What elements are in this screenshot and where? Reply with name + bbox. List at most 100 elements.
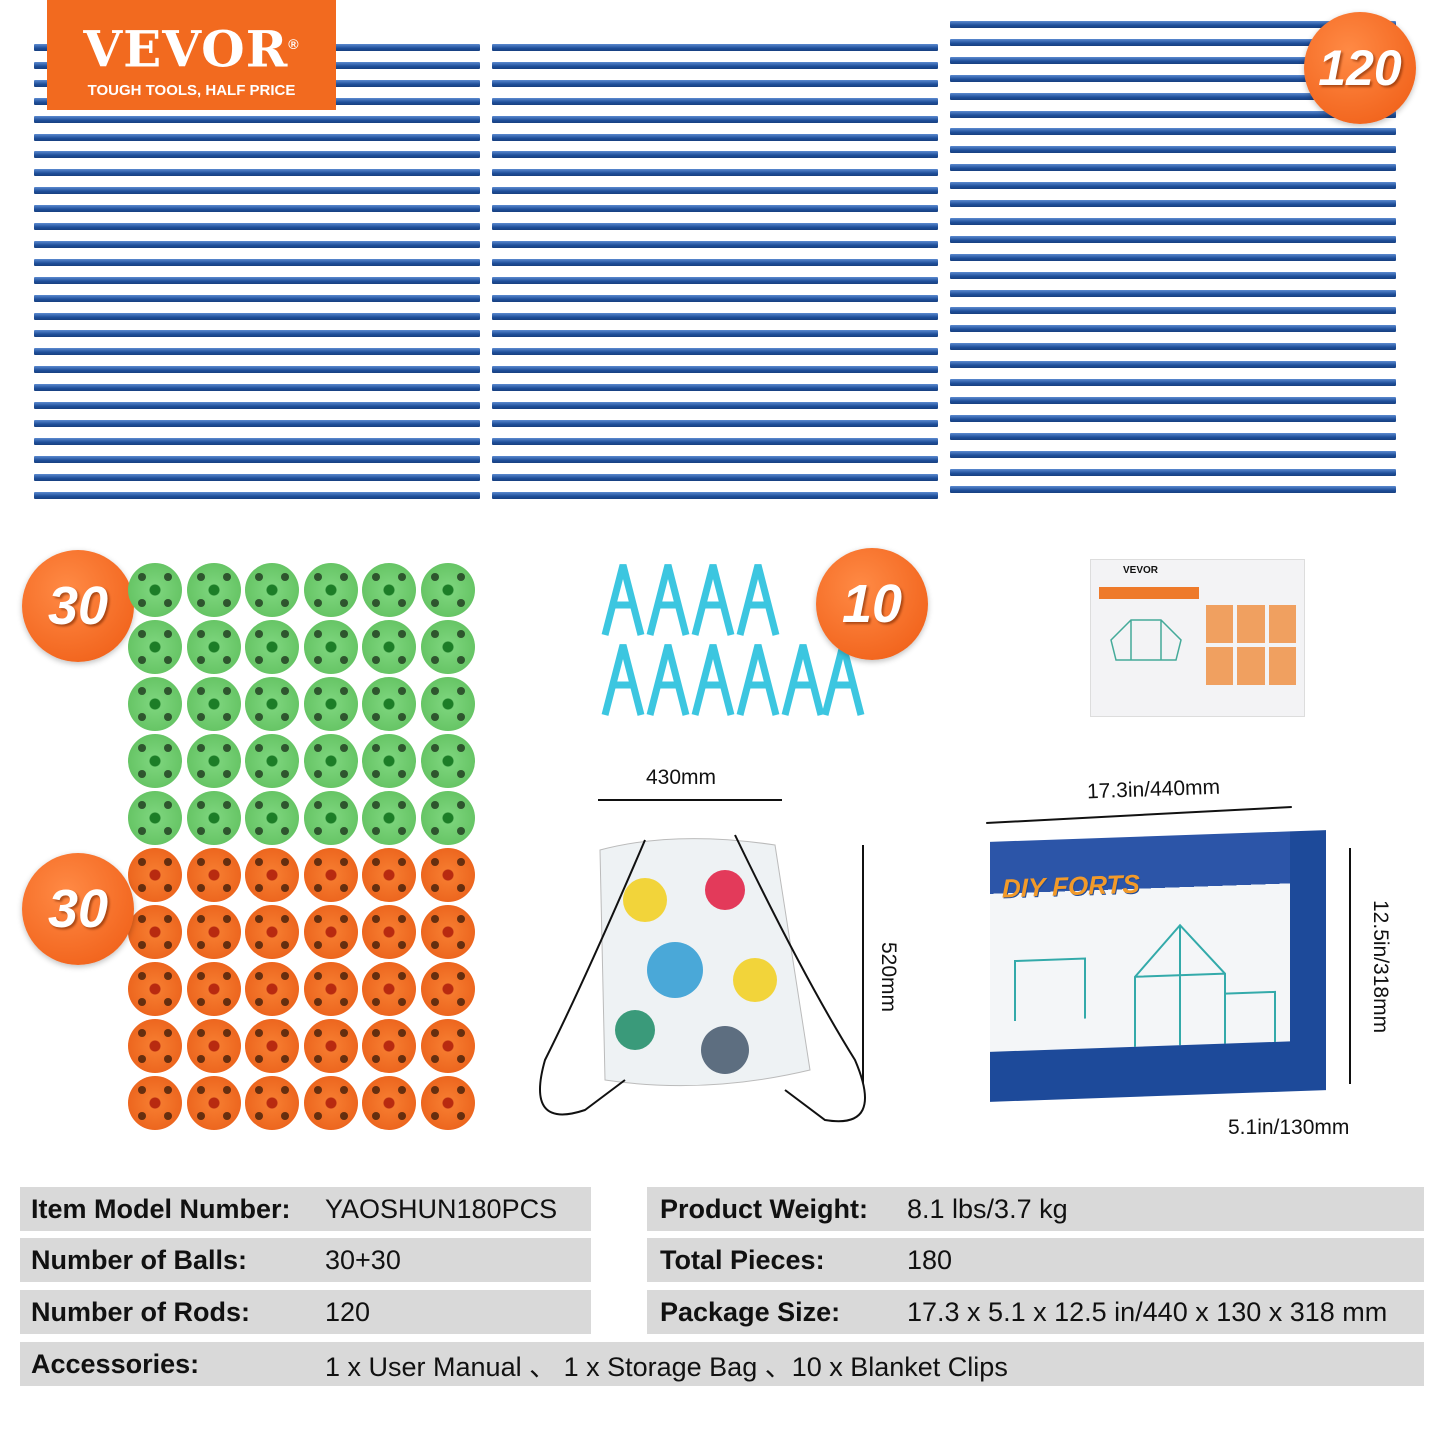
orange-ball <box>186 905 241 959</box>
box-depth-label: 5.1in/130mm <box>1228 1116 1350 1139</box>
blanket-clip <box>601 644 645 716</box>
rod <box>34 223 480 230</box>
blanket-clip <box>646 644 690 716</box>
orange-balls-count-badge: 30 <box>22 853 134 965</box>
rod <box>34 330 480 338</box>
orange-ball <box>186 1076 241 1130</box>
rod <box>950 56 1396 64</box>
rods-count-badge: 120 <box>1304 12 1416 124</box>
rod <box>950 21 1396 28</box>
orange-ball <box>303 1076 358 1130</box>
spec-value: 1 x User Manual 、 1 x Storage Bag 、10 x … <box>325 1351 1008 1382</box>
green-ball <box>420 563 475 617</box>
green-ball <box>420 791 475 845</box>
rod <box>34 276 480 284</box>
rod <box>492 419 938 427</box>
orange-ball <box>186 848 241 902</box>
rod <box>950 128 1396 136</box>
rod <box>950 343 1396 351</box>
green-ball <box>362 677 416 731</box>
green-ball <box>245 677 299 731</box>
green-ball <box>186 734 241 788</box>
spec-row-weight: Product Weight: 8.1 lbs/3.7 kg <box>647 1187 1424 1231</box>
storage-bag-image <box>539 834 866 1123</box>
spec-row-accessories: Accessories: 1 x User Manual 、 1 x Storag… <box>20 1342 1424 1386</box>
spec-label: Total Pieces: <box>660 1244 825 1275</box>
green-ball <box>420 734 475 788</box>
vevor-logo: VEVOR® TOUGH TOOLS, HALF PRICE <box>47 0 336 110</box>
orange-ball <box>303 962 358 1016</box>
orange-ball <box>303 1019 358 1073</box>
rod <box>492 437 938 445</box>
rod <box>34 187 480 195</box>
spec-row-balls: Number of Balls: 30+30 <box>20 1238 591 1282</box>
orange-ball <box>128 848 182 902</box>
rod <box>950 468 1396 476</box>
rod <box>950 379 1396 386</box>
rod <box>34 312 480 320</box>
green-ball <box>128 563 182 617</box>
rod <box>492 115 938 123</box>
rod <box>950 146 1396 154</box>
rod <box>34 402 480 409</box>
rod <box>34 455 480 463</box>
green-ball <box>186 677 241 731</box>
orange-ball <box>420 848 475 902</box>
rod <box>492 151 938 159</box>
green-ball <box>245 734 299 788</box>
rod <box>492 276 938 284</box>
spec-label: Number of Balls: <box>31 1244 248 1275</box>
rod <box>34 419 480 427</box>
rod <box>34 240 480 248</box>
orange-ball <box>128 905 182 959</box>
rod <box>34 348 480 356</box>
orange-ball <box>245 1076 299 1130</box>
green-ball <box>186 620 241 674</box>
green-ball <box>245 563 299 617</box>
bag-width-arrow <box>598 799 782 801</box>
green-ball <box>128 734 182 788</box>
blanket-clip <box>736 644 780 716</box>
rod <box>950 164 1396 172</box>
green-ball <box>303 677 358 731</box>
spec-label: Accessories: <box>31 1348 200 1379</box>
rod <box>950 271 1396 279</box>
spec-value: 30+30 <box>325 1244 401 1275</box>
rod <box>34 491 480 499</box>
blanket-clip <box>646 564 690 636</box>
green-ball <box>420 620 475 674</box>
orange-ball <box>128 1019 182 1073</box>
rod <box>950 253 1396 261</box>
rod <box>34 205 480 213</box>
green-ball <box>186 791 241 845</box>
rod <box>950 92 1396 100</box>
orange-ball <box>303 848 358 902</box>
rod <box>492 491 938 499</box>
spec-row-rods: Number of Rods: 120 <box>20 1290 591 1334</box>
rod <box>34 473 480 481</box>
spec-value: 180 <box>907 1244 953 1275</box>
blanket-clip <box>601 564 645 636</box>
orange-ball <box>186 1019 241 1073</box>
rod <box>950 110 1396 118</box>
green-ball <box>362 734 416 788</box>
rod <box>34 169 480 177</box>
rod <box>492 169 938 177</box>
blanket-clips-image <box>601 564 865 716</box>
rod <box>492 294 938 302</box>
spec-value: YAOSHUN180PCS <box>325 1193 558 1224</box>
box-length-arrow <box>986 805 1292 825</box>
orange-ball <box>362 848 416 902</box>
orange-ball <box>245 962 299 1016</box>
product-box-image: DIY FORTS <box>990 830 1326 1102</box>
orange-ball <box>186 962 241 1016</box>
green-ball <box>303 734 358 788</box>
green-ball <box>303 791 358 845</box>
rod <box>950 200 1396 207</box>
orange-ball <box>420 1076 475 1130</box>
orange-ball <box>420 962 475 1016</box>
rod <box>950 486 1396 494</box>
rod <box>34 151 480 159</box>
rod <box>34 437 480 445</box>
rod <box>492 61 938 69</box>
